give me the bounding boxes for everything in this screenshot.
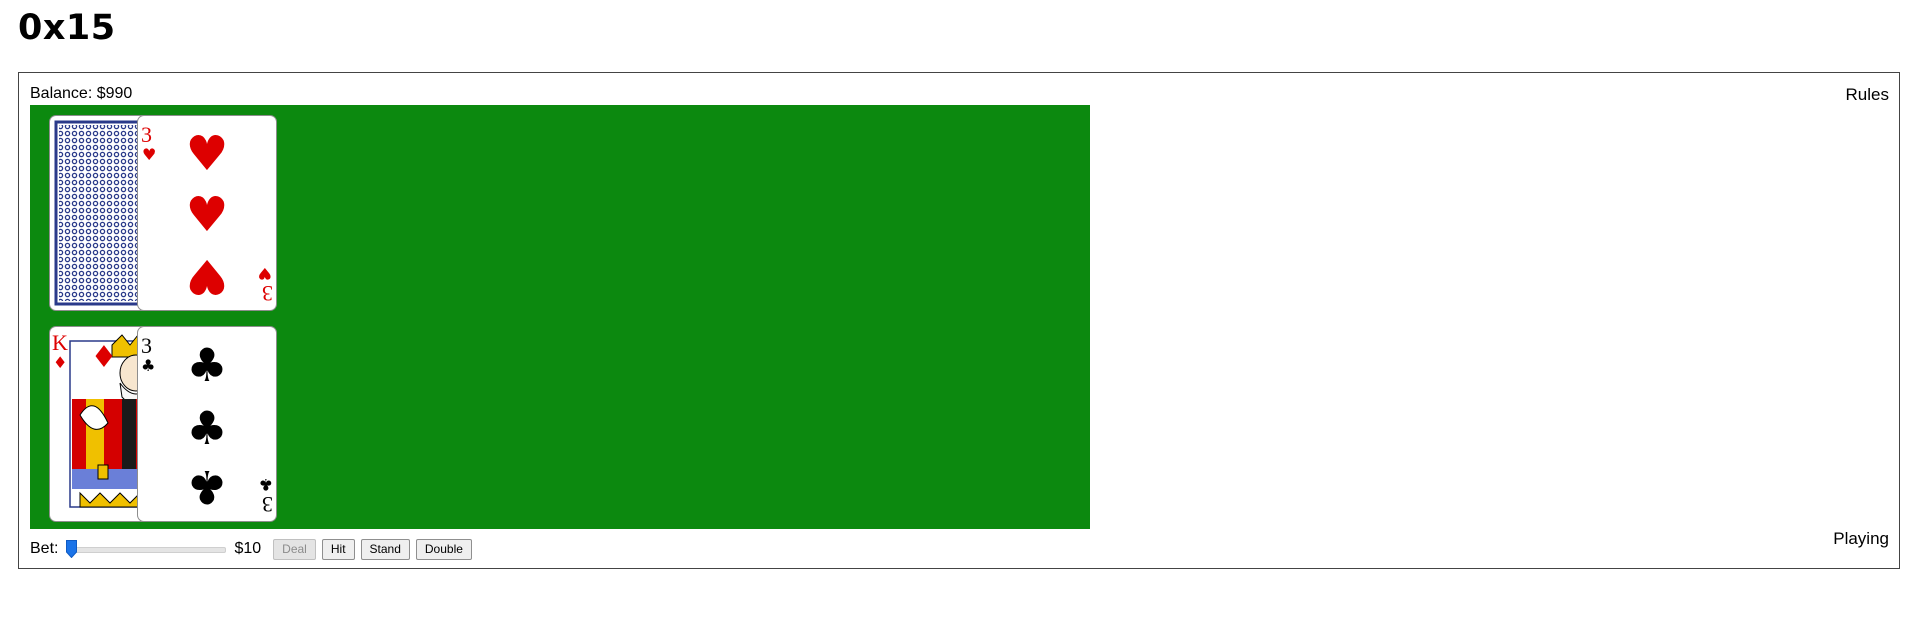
heart-pip-icon: ♥ (185, 126, 228, 182)
card-suit-icon: ♦ (53, 353, 67, 372)
stand-button[interactable]: Stand (360, 538, 410, 560)
dealer-card-3-hearts: 3 ♥ ♥ ♥ ♥ 3 ♥ (138, 116, 276, 310)
card-rank: K (52, 330, 68, 355)
club-pip-icon: ♣ (186, 338, 227, 392)
hit-button[interactable]: Hit (321, 538, 355, 560)
bet-slider-track (66, 547, 227, 553)
heart-pip-icon: ♥ (185, 248, 228, 304)
card-rank: 3 (141, 333, 152, 358)
double-button[interactable]: Double (415, 538, 472, 560)
bet-amount: $10 (234, 540, 262, 557)
rules-link[interactable]: Rules (1845, 85, 1889, 104)
heart-pip-icon: ♥ (185, 187, 228, 243)
club-pip-icon: ♣ (186, 460, 227, 514)
card-suit-icon: ♥ (258, 264, 272, 283)
game-frame: Balance: $990 Rules 3 (18, 72, 1900, 569)
card-suit-icon: ♣ (141, 356, 155, 375)
card-suit-icon: ♥ (142, 145, 156, 164)
card-rank: 3 (262, 281, 273, 306)
card-table: 3 ♥ ♥ ♥ ♥ 3 ♥ K ♦ (30, 105, 1090, 529)
page-title: 0x15 (18, 8, 116, 48)
club-pip-icon: ♣ (186, 401, 227, 455)
card-suit-icon: ♣ (259, 475, 273, 494)
diamond-pip-icon: ♦ (91, 340, 118, 375)
bet-label: Bet: (30, 540, 59, 557)
bet-slider-thumb[interactable] (66, 540, 78, 558)
game-status: Playing (1833, 529, 1889, 548)
card-rank: 3 (141, 122, 152, 147)
balance-label: Balance: $990 (30, 85, 133, 102)
deal-button[interactable]: Deal (273, 538, 316, 560)
bet-controls: Bet: $10 Deal Hit Stand Double (30, 537, 472, 561)
player-card-3-clubs: 3 ♣ ♣ ♣ ♣ 3 ♣ (138, 327, 276, 521)
card-rank: 3 (262, 492, 273, 517)
bet-slider[interactable] (66, 540, 227, 558)
